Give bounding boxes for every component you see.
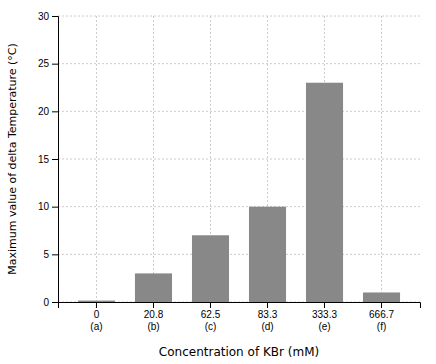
x-tick-label-line: (b) [147,321,159,332]
x-tick-label-line: 83.3 [258,309,278,320]
y-tick: 5 [43,249,58,260]
x-tick-mark [96,302,97,308]
x-tick-label: 333.3(e) [312,309,337,332]
y-tick: 10 [38,201,58,212]
x-tick: 83.3(d) [258,302,278,332]
y-tick-label: 10 [38,201,50,212]
x-tick-mark [267,302,268,308]
x-axis-line [59,303,421,309]
x-tick-mark [381,302,382,308]
bar [192,235,229,302]
bar [363,292,400,302]
y-tick-label: 0 [43,297,49,308]
x-tick-label-line: (a) [90,321,102,332]
x-axis: 0(a) 20.8(b) 62.5(c) 83.3(d) 333.3(e) 666.7(f… [59,302,421,332]
y-axis: 0 5 10 15 20 25 30 [38,11,59,308]
y-tick-label: 25 [38,58,50,69]
x-tick-label-line: (d) [261,321,273,332]
bar [249,207,286,302]
y-tick: 0 [43,297,58,308]
x-tick-label: 20.8(b) [144,309,164,332]
y-tick-mark [52,64,58,65]
y-tick-mark [52,159,58,160]
x-axis-title: Concentration of KBr (mM) [159,345,319,359]
y-tick-label: 5 [43,249,49,260]
y-tick: 30 [38,11,58,22]
x-tick-label-line: (f) [377,321,386,332]
x-tick-mark [153,302,154,308]
x-tick-mark [324,302,325,308]
x-grid-line [153,16,154,302]
x-tick-label-line: 666.7 [369,309,394,320]
y-tick: 15 [38,154,58,165]
y-tick-label: 20 [38,106,50,117]
bar [135,273,172,302]
y-grid-line [58,63,420,64]
y-grid-line [58,111,420,112]
x-tick-label-line: 20.8 [144,309,164,320]
x-tick-mark [210,302,211,308]
y-axis-title: Maximum value of delta Temperature (°C) [6,43,19,275]
x-tick: 62.5(c) [201,302,221,332]
y-grid-line [58,254,420,255]
y-tick-mark [52,16,58,17]
y-grid-line [58,159,420,160]
x-tick-label-line: 333.3 [312,309,337,320]
x-tick-label: 0(a) [90,309,102,332]
x-tick: 666.7(f) [369,302,394,332]
y-grid-line [58,206,420,207]
x-tick: 0(a) [90,302,102,332]
y-tick-mark [52,254,58,255]
x-grid-line [381,16,382,302]
y-tick-label: 30 [38,11,50,22]
x-grid-line [96,16,97,302]
x-tick-label: 62.5(c) [201,309,221,332]
y-grid-line [58,16,420,17]
x-tick-label-line: (c) [205,321,217,332]
x-tick-label-line: 0 [94,309,100,320]
x-tick: 333.3(e) [312,302,337,332]
y-tick-label: 15 [38,154,50,165]
y-axis-line [52,17,59,303]
bar [78,301,115,302]
x-tick-label: 83.3(d) [258,309,278,332]
x-tick-label: 666.7(f) [369,309,394,332]
bars [78,83,400,302]
y-tick: 25 [38,58,58,69]
x-tick-label-line: (e) [318,321,330,332]
x-tick-label-line: 62.5 [201,309,221,320]
grid [58,16,420,302]
x-tick: 20.8(b) [144,302,164,332]
y-tick-mark [52,207,58,208]
y-tick: 20 [38,106,58,117]
y-tick-mark [52,111,58,112]
plot-area: 0510152025300(a)20.8(b)62.5(c)83.3(d)333… [38,11,421,332]
bar [306,83,343,302]
chart-svg: 0510152025300(a)20.8(b)62.5(c)83.3(d)333… [0,0,436,364]
y-tick-mark [52,302,58,303]
